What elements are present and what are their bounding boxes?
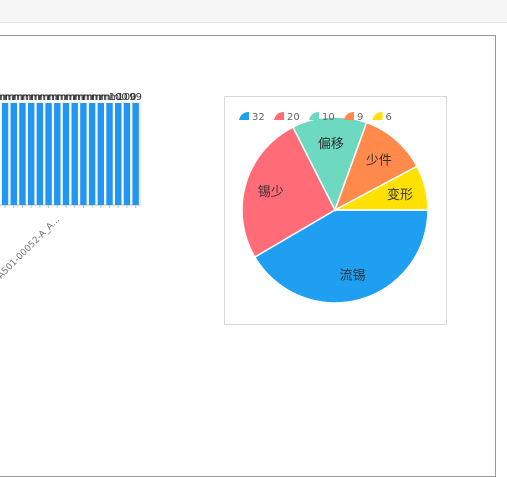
pie-legend-label: 20 (287, 112, 300, 123)
pie-slice[interactable] (291, 116, 368, 212)
bar-data-label: 99 (129, 92, 142, 103)
bar[interactable] (80, 103, 87, 205)
bar[interactable] (71, 103, 78, 205)
pie-legend-label: 6 (386, 112, 392, 123)
pie-legend-label: 9 (357, 112, 363, 123)
bar-data-label: mm (0, 92, 6, 103)
pie-legend-swatch (309, 112, 319, 120)
bar-data-label: mm (39, 92, 58, 103)
bar-data-label: mm (74, 92, 93, 103)
bar-x-tick-label: A501-00052-A_A... (0, 215, 62, 281)
bar[interactable] (54, 103, 61, 205)
bar-data-label: 100 (117, 92, 136, 103)
bar[interactable] (62, 103, 70, 205)
pie-legend-item[interactable]: 9 (344, 112, 363, 123)
bar[interactable] (10, 103, 17, 205)
pie-slice-label: 流锡 (340, 269, 366, 284)
pie-slice-label: 少件 (366, 153, 392, 168)
pie-legend-item[interactable]: 6 (372, 112, 392, 123)
pie-slice-label: 锡少 (258, 185, 284, 200)
pie-slice-label: 变形 (387, 187, 413, 203)
bar-data-label: mm (65, 92, 84, 103)
bar[interactable] (27, 103, 35, 205)
bar-data-label: mm (100, 92, 119, 103)
bar-data-label: 100 (109, 92, 128, 103)
bar-data-label: mm (56, 92, 75, 103)
pie-chart-card: 流锡 锡少 偏移少件变形 32 20 10 9 6 (224, 96, 447, 325)
bar-data-label: mm (91, 92, 110, 103)
bar[interactable] (97, 103, 105, 205)
bar-data-label: mm (82, 92, 101, 103)
pie-legend-swatch (344, 112, 354, 120)
pie-legend-item[interactable]: 10 (309, 112, 335, 123)
bar[interactable] (106, 103, 113, 205)
top-bar (0, 0, 507, 23)
pie-slice-label: 偏移 (318, 137, 344, 152)
bar[interactable] (132, 103, 139, 205)
pie-legend-swatch (372, 112, 383, 120)
pie-slice[interactable] (241, 126, 336, 259)
bar-data-label: mm (13, 92, 32, 103)
bar[interactable] (36, 103, 44, 205)
bar-chart: mmmmmmmmmmmmmmmmmmmmmmmmmmmm10010099A501… (0, 92, 142, 281)
bar[interactable] (115, 103, 122, 205)
pie-legend-item[interactable]: 32 (239, 112, 265, 123)
bar[interactable] (19, 103, 26, 205)
bar-data-label: mm (4, 92, 23, 103)
bar-data-label: mm (30, 92, 49, 103)
bar-data-label: mm (48, 92, 67, 103)
bar-data-label: mm (0, 92, 15, 103)
bar[interactable] (88, 103, 96, 205)
pie-legend-item[interactable]: 20 (274, 112, 300, 123)
pie-legend-swatch (239, 112, 249, 120)
pie-slice[interactable] (253, 209, 429, 304)
bar[interactable] (45, 103, 52, 205)
bar[interactable] (1, 103, 9, 205)
pie-legend-swatch (274, 112, 284, 120)
pie-slice[interactable] (333, 121, 419, 212)
pie-legend-label: 32 (252, 112, 265, 123)
bar[interactable] (123, 103, 131, 205)
pie-legend-label: 10 (322, 112, 335, 123)
pie-slice[interactable] (334, 165, 429, 211)
bar-data-label: mm (21, 92, 40, 103)
